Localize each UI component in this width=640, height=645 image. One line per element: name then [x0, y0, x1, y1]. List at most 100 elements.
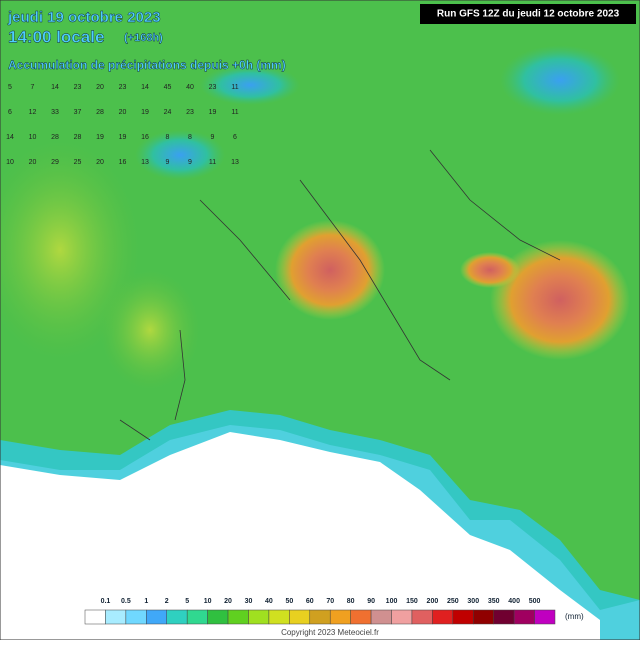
heavy-zone: [460, 252, 520, 288]
grid-value: 14: [6, 134, 14, 141]
grid-value: 5: [8, 84, 12, 91]
grid-value: 37: [74, 109, 82, 116]
legend-label: 100: [386, 598, 398, 605]
light-zone: [200, 65, 300, 105]
legend-label: 1: [144, 598, 148, 605]
grid-value: 19: [119, 134, 127, 141]
grid-value: 23: [119, 84, 127, 91]
legend-label: 150: [406, 598, 418, 605]
legend-unit: (mm): [565, 612, 584, 621]
legend-label: 30: [245, 598, 253, 605]
grid-value: 19: [141, 109, 149, 116]
date: jeudi 19 octobre 2023: [7, 9, 161, 26]
legend-swatch: [166, 609, 188, 625]
grid-value: 20: [96, 159, 104, 166]
grid-value: 6: [233, 134, 237, 141]
moderate-zone: [100, 270, 200, 390]
grid-value: 23: [209, 84, 217, 91]
grid-value: 20: [29, 159, 37, 166]
legend-label: 400: [508, 598, 520, 605]
grid-value: 40: [186, 84, 194, 91]
legend-swatch: [84, 609, 106, 625]
legend-label: 50: [285, 598, 293, 605]
legend-label: 350: [488, 598, 500, 605]
copyright: Copyright 2023 Meteociel.fr: [281, 628, 379, 637]
grid-value: 24: [164, 109, 172, 116]
subtitle: Accumulation de précipitations depuis +0…: [8, 58, 286, 72]
grid-value: 16: [119, 159, 127, 166]
legend-swatch: [309, 609, 331, 625]
legend-swatch: [227, 609, 249, 625]
legend-swatch: [268, 609, 290, 625]
legend-swatch: [350, 609, 372, 625]
dry-area: [0, 432, 600, 640]
grid-value: 13: [231, 159, 239, 166]
legend-label: 5: [185, 598, 189, 605]
grid-value: 45: [164, 84, 172, 91]
legend-label: 60: [306, 598, 314, 605]
grid-value: 10: [6, 159, 14, 166]
legend-label: 2: [165, 598, 169, 605]
grid-value: 33: [51, 109, 59, 116]
legend-swatch: [105, 609, 127, 625]
legend-swatch: [493, 609, 515, 625]
legend-label: 90: [367, 598, 375, 605]
legend-swatch: [289, 609, 311, 625]
grid-value: 11: [231, 84, 238, 91]
grid-value: 28: [51, 134, 59, 141]
grid-value: 20: [119, 109, 127, 116]
grid-value: 7: [31, 84, 35, 91]
heavy-zone: [490, 240, 630, 360]
grid-value: 10: [29, 134, 37, 141]
grid-value: 11: [231, 109, 238, 116]
legend-swatch: [432, 609, 454, 625]
legend-swatch: [370, 609, 392, 625]
legend-swatch: [513, 609, 535, 625]
legend: 0.1 0.5 1 2 5 10 20 30 40 50 60 70 80 90 100 150 200 250 3…: [84, 598, 584, 625]
grid-value: 12: [29, 109, 37, 116]
legend-swatch: [125, 609, 147, 625]
legend-label: 500: [529, 598, 541, 605]
legend-swatch: [146, 609, 167, 625]
legend-label: 250: [447, 598, 459, 605]
legend-swatch: [207, 609, 229, 625]
grid-values: 5 7 14 23 20 23 14 45 40 23 11 6 12 33 37 28 20 19 24 23 19 1…: [6, 84, 239, 166]
legend-swatch: [248, 609, 270, 625]
grid-value: 11: [209, 159, 216, 166]
legend-label: 0.5: [121, 598, 131, 605]
legend-swatch: [329, 609, 351, 625]
grid-value: 8: [166, 134, 170, 141]
grid-value: 28: [74, 134, 82, 141]
grid-value: 19: [209, 109, 217, 116]
grid-value: 29: [51, 159, 59, 166]
legend-label: 10: [204, 598, 212, 605]
grid-value: 23: [74, 84, 82, 91]
grid-value: 23: [186, 109, 194, 116]
legend-swatch: [534, 609, 556, 625]
grid-value: 16: [141, 134, 149, 141]
legend-swatch: [411, 609, 433, 625]
legend-swatch: [391, 609, 413, 625]
legend-label: 200: [427, 598, 439, 605]
grid-value: 6: [8, 109, 12, 116]
legend-swatch: [473, 609, 494, 625]
grid-value: 9: [188, 159, 192, 166]
grid-value: 19: [96, 134, 104, 141]
run-label: Run GFS 12Z du jeudi 12 octobre 2023: [437, 9, 620, 20]
legend-swatch: [186, 609, 208, 625]
grid-value: 9: [166, 159, 170, 166]
legend-label: 20: [224, 598, 232, 605]
grid-value: 13: [141, 159, 149, 166]
lead: (+168h): [124, 32, 163, 44]
legend-label: 70: [326, 598, 334, 605]
heavy-zone: [275, 220, 385, 320]
grid-value: 14: [141, 84, 149, 91]
grid-value: 25: [74, 159, 82, 166]
light-zone: [135, 130, 225, 180]
legend-label: 80: [347, 598, 355, 605]
legend-label: 300: [467, 598, 479, 605]
legend-label: 40: [265, 598, 273, 605]
grid-value: 9: [211, 134, 215, 141]
grid-value: 14: [51, 84, 59, 91]
